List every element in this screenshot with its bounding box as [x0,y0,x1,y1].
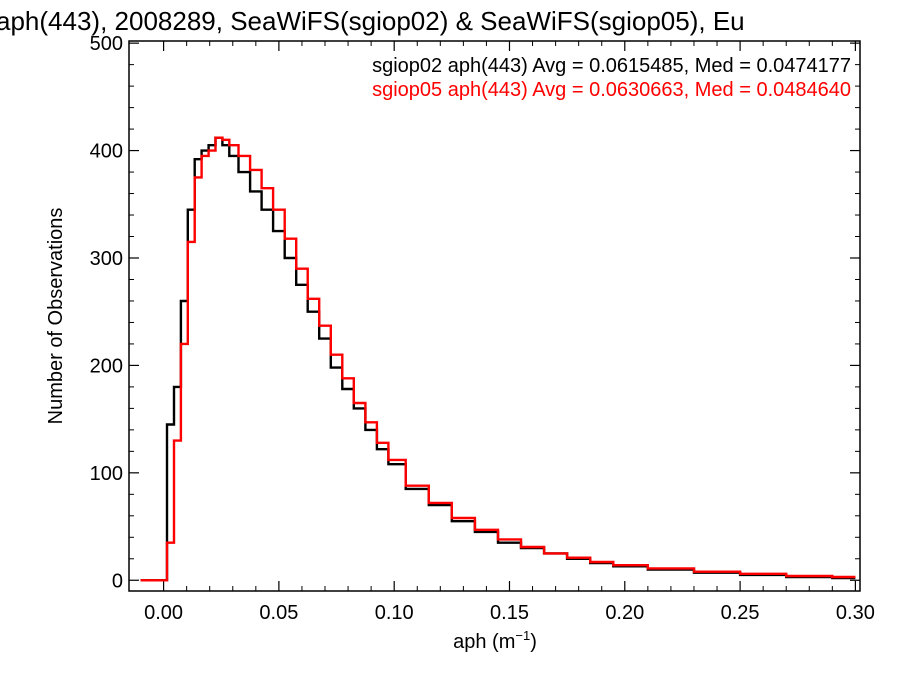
x-tick-label: 0.05 [259,602,298,624]
x-tick-label: 0.10 [375,602,414,624]
legend-entry-sgiop02: sgiop02 aph(443) Avg = 0.0615485, Med = … [372,55,851,77]
x-tick-label: 0.20 [605,602,644,624]
x-tick-label: 0.25 [721,602,760,624]
legend-entry-sgiop05: sgiop05 aph(443) Avg = 0.0630663, Med = … [372,79,851,101]
x-tick-label: 0.00 [144,602,183,624]
x-axis-label-close: ) [530,631,537,653]
x-tick-label: 0.30 [836,602,875,624]
series-layer [140,136,856,582]
chart-title: aph(443), 2008289, SeaWiFS(sgiop02) & Se… [0,6,745,36]
y-tick-label: 400 [90,141,123,163]
x-axis-label: aph (m−1) [453,628,537,653]
x-axis: 0.00 0.05 0.10 0.15 0.20 0.25 0.30 [144,41,875,624]
y-axis: 0 100 200 300 400 500 [90,33,860,592]
series-line-sgiop02 [140,136,856,582]
x-axis-label-main: aph (m [453,631,515,653]
y-tick-label: 200 [90,355,123,377]
y-axis-label: Number of Observations [45,208,67,425]
x-axis-label-exponent: −1 [515,628,530,643]
y-tick-label: 0 [112,570,123,592]
series-line-sgiop05 [140,136,856,582]
plot-frame [128,40,861,592]
x-tick-label: 0.15 [490,602,529,624]
y-tick-label: 300 [90,248,123,270]
y-tick-label: 500 [90,33,123,55]
y-tick-label: 100 [90,463,123,485]
